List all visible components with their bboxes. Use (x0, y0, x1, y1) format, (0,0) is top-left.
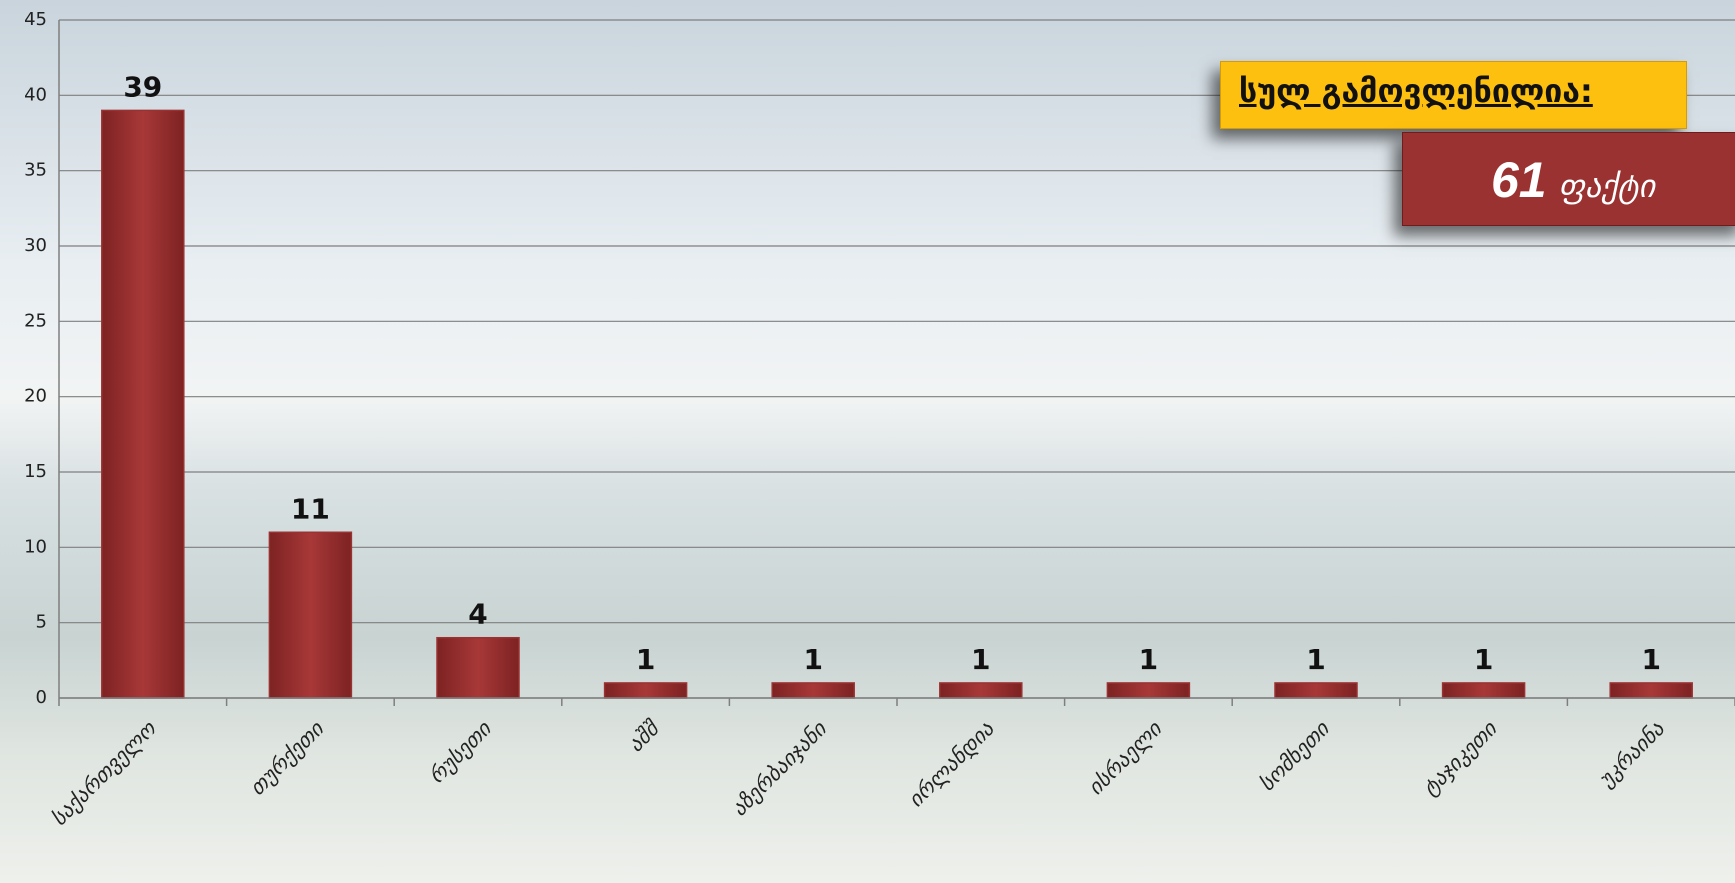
total-label: სულ გამოვლენილია: (1220, 61, 1687, 129)
bar (1610, 683, 1692, 698)
y-tick-label: 20 (24, 386, 47, 407)
total-unit: ფაქტი (1559, 167, 1656, 205)
x-tick-label: საქართველო (47, 716, 162, 831)
bar (772, 683, 854, 698)
x-tick-label: ტაჯიკეთი (1418, 716, 1502, 800)
value-label: 1 (1474, 643, 1493, 676)
value-label: 11 (291, 492, 330, 525)
bar (1443, 683, 1525, 698)
x-tick-label: ირლანდია (904, 717, 999, 812)
bar (437, 638, 519, 698)
y-tick-label: 35 (24, 160, 47, 181)
value-label: 1 (636, 643, 655, 676)
x-tick-label: რუსეთი (424, 716, 496, 788)
value-label: 1 (1641, 643, 1660, 676)
y-tick-label: 30 (24, 235, 47, 256)
value-label: 39 (123, 70, 162, 103)
bar (269, 532, 351, 698)
y-tick-label: 25 (24, 310, 47, 331)
x-tick-label: აშშ (623, 715, 664, 756)
value-label: 4 (468, 598, 487, 631)
bar (605, 683, 687, 698)
value-label: 1 (1306, 643, 1325, 676)
y-tick-label: 45 (24, 9, 47, 30)
x-tick-label: სომხეთი (1255, 716, 1335, 796)
total-box: 61 ფაქტი (1402, 132, 1735, 226)
value-label: 1 (803, 643, 822, 676)
bar (940, 683, 1022, 698)
slide: 05101520253035404539საქართველო11თურქეთი4… (0, 0, 1735, 883)
total-value: 61 (1491, 152, 1547, 208)
x-tick-label: ისრაელი (1083, 716, 1167, 800)
y-tick-label: 0 (36, 687, 47, 708)
y-tick-label: 15 (24, 461, 47, 482)
x-tick-label: უკრაინა (1594, 717, 1670, 793)
y-tick-label: 5 (36, 612, 47, 633)
y-tick-label: 40 (24, 84, 47, 105)
value-label: 1 (971, 643, 990, 676)
y-tick-label: 10 (24, 536, 47, 557)
bar (1275, 683, 1357, 698)
x-tick-label: თურქეთი (245, 716, 329, 800)
bar (1107, 683, 1189, 698)
value-label: 1 (1139, 643, 1158, 676)
bar (102, 110, 184, 698)
x-tick-label: აზერბაიჯანი (727, 716, 832, 821)
